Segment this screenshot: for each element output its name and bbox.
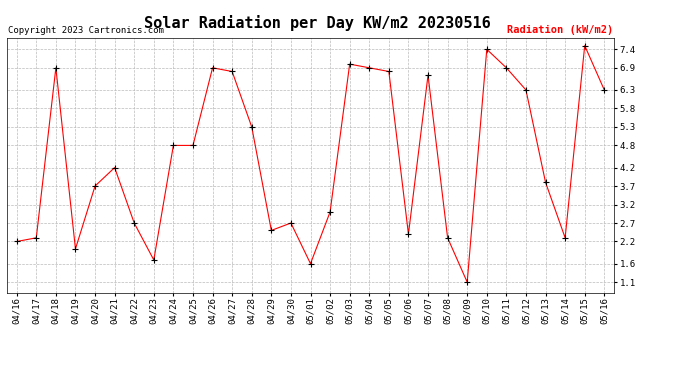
Text: Copyright 2023 Cartronics.com: Copyright 2023 Cartronics.com bbox=[8, 26, 164, 35]
Text: Solar Radiation per Day KW/m2 20230516: Solar Radiation per Day KW/m2 20230516 bbox=[144, 15, 491, 31]
Text: Radiation (kW/m2): Radiation (kW/m2) bbox=[507, 25, 613, 35]
